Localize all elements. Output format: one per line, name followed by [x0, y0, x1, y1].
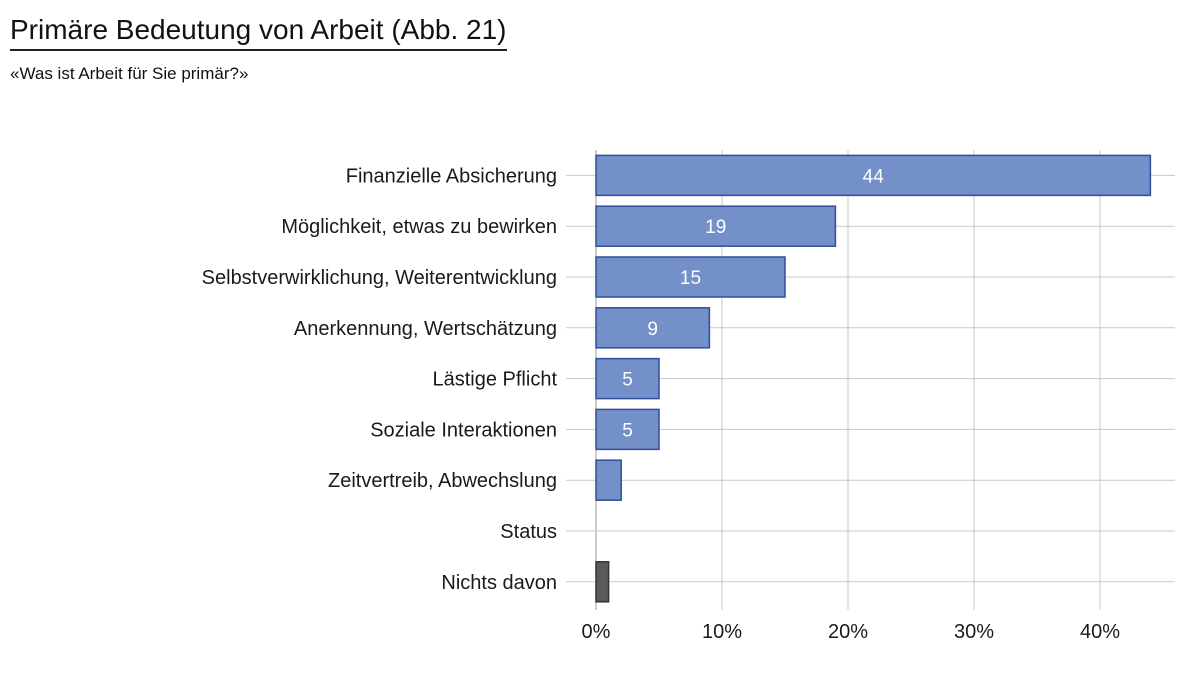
bar: [595, 408, 660, 451]
data-label: 5: [622, 420, 633, 441]
data-label: 5: [622, 370, 633, 391]
category-label: Finanzielle Absicherung: [346, 165, 557, 187]
data-label: 19: [705, 217, 726, 238]
category-label: Lästige Pflicht: [432, 369, 557, 391]
x-tick-label: 30%: [954, 621, 994, 643]
bar: [595, 459, 622, 501]
category-label: Status: [500, 521, 557, 543]
data-label: 9: [647, 319, 658, 340]
bar: [595, 256, 786, 298]
category-label: Zeitvertreib, Abwechslung: [328, 470, 557, 492]
data-label: 15: [680, 268, 701, 289]
x-tick-label: 10%: [702, 621, 742, 643]
bar: [595, 357, 660, 400]
x-tick-label: 0%: [582, 621, 611, 643]
chart-title: Primäre Bedeutung von Arbeit (Abb. 21): [10, 14, 507, 51]
x-tick-label: 40%: [1080, 621, 1120, 643]
data-label: 44: [863, 166, 885, 187]
chart-subtitle: «Was ist Arbeit für Sie primär?»: [10, 64, 249, 83]
bar: [595, 561, 610, 603]
category-label: Anerkennung, Wertschätzung: [294, 318, 557, 340]
bar: [595, 154, 1152, 197]
category-label: Möglichkeit, etwas zu bewirken: [281, 216, 557, 238]
bar: [595, 205, 837, 247]
x-tick-label: 20%: [828, 621, 868, 643]
category-label: Soziale Interaktionen: [370, 419, 557, 441]
bar: [595, 307, 711, 349]
category-label: Nichts davon: [441, 572, 557, 594]
category-label: Selbstverwirklichung, Weiterentwicklung: [202, 267, 557, 289]
